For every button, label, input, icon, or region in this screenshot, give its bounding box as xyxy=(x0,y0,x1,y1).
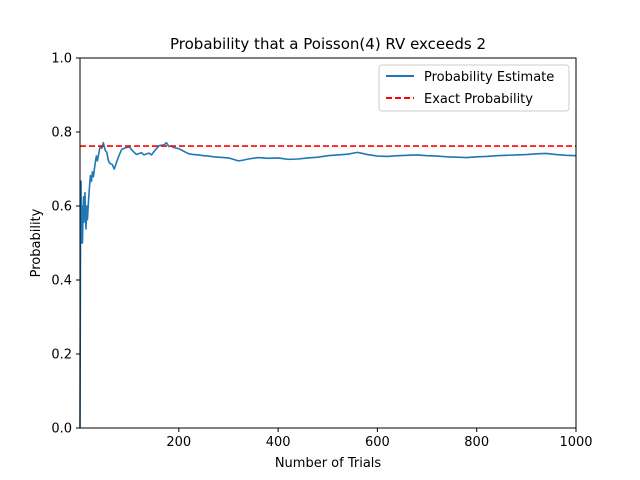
x-tick-label: 200 xyxy=(166,435,191,450)
y-tick-label: 0.0 xyxy=(51,422,72,437)
y-tick-label: 0.6 xyxy=(51,200,72,215)
y-tick-label: 0.2 xyxy=(51,348,72,363)
series-layer xyxy=(79,141,577,429)
legend-box xyxy=(378,64,570,112)
y-tick-label: 1.0 xyxy=(51,52,72,67)
chart-title: Probability that a Poisson(4) RV exceeds… xyxy=(170,35,486,53)
y-axis-label: Probability xyxy=(29,208,44,277)
x-axis-label: Number of Trials xyxy=(275,456,382,471)
y-tick-label: 0.4 xyxy=(51,274,72,289)
series-line-probability-estimate xyxy=(79,141,577,429)
x-tick-label: 600 xyxy=(365,435,390,450)
y-axis-ticks: 0.0 0.2 0.4 0.6 0.8 1.0 xyxy=(51,52,80,437)
legend-label-probability-estimate: Probability Estimate xyxy=(424,70,554,85)
x-axis-ticks: 200 400 600 800 1000 xyxy=(166,428,593,450)
x-tick-label: 1000 xyxy=(559,435,592,450)
x-tick-label: 400 xyxy=(266,435,291,450)
legend-label-exact-probability: Exact Probability xyxy=(424,92,533,107)
x-tick-label: 800 xyxy=(464,435,489,450)
legend: Probability Estimate Exact Probability xyxy=(378,64,570,112)
y-tick-label: 0.8 xyxy=(51,126,72,141)
plot-frame xyxy=(79,57,577,429)
